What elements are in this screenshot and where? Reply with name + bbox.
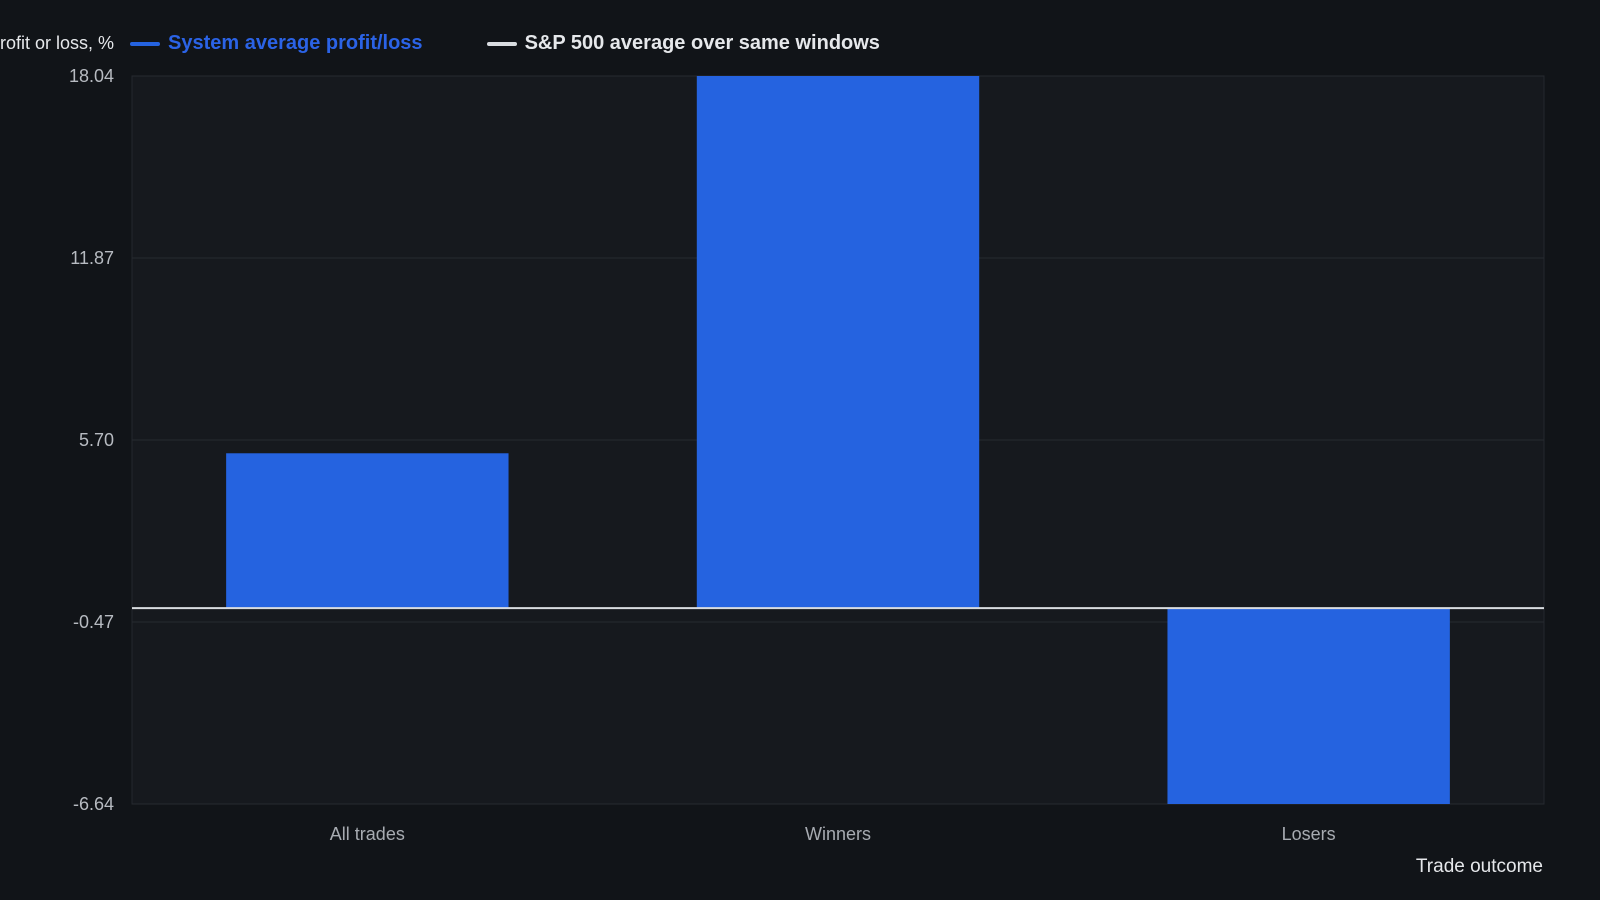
legend-swatch-system xyxy=(130,41,160,46)
bar[interactable] xyxy=(226,453,509,609)
legend-label-system: System average profit/loss xyxy=(168,32,423,54)
y-axis-label: Profit or loss, % xyxy=(0,33,114,53)
y-tick-label: -0.47 xyxy=(73,612,114,632)
x-tick-label: Losers xyxy=(1282,824,1336,844)
x-tick-label: Winners xyxy=(805,824,871,844)
y-tick-label: 11.87 xyxy=(70,248,114,268)
x-axis-label: Trade outcome xyxy=(1415,856,1543,877)
legend-label-sp500: S&P 500 average over same windows xyxy=(524,32,880,54)
legend-item-system[interactable]: System average profit/loss xyxy=(130,32,423,55)
y-tick-label: 18.04 xyxy=(69,66,114,86)
legend-item-sp500[interactable]: S&P 500 average over same windows xyxy=(486,32,880,55)
x-tick-label: All trades xyxy=(330,824,405,844)
y-tick-label: 5.70 xyxy=(79,430,114,450)
bar[interactable] xyxy=(1167,608,1450,804)
chart-legend: System average profit/loss S&P 500 avera… xyxy=(130,32,944,55)
legend-swatch-sp500 xyxy=(486,41,517,46)
bar[interactable] xyxy=(696,76,980,609)
y-tick-label: -6.64 xyxy=(73,794,114,814)
